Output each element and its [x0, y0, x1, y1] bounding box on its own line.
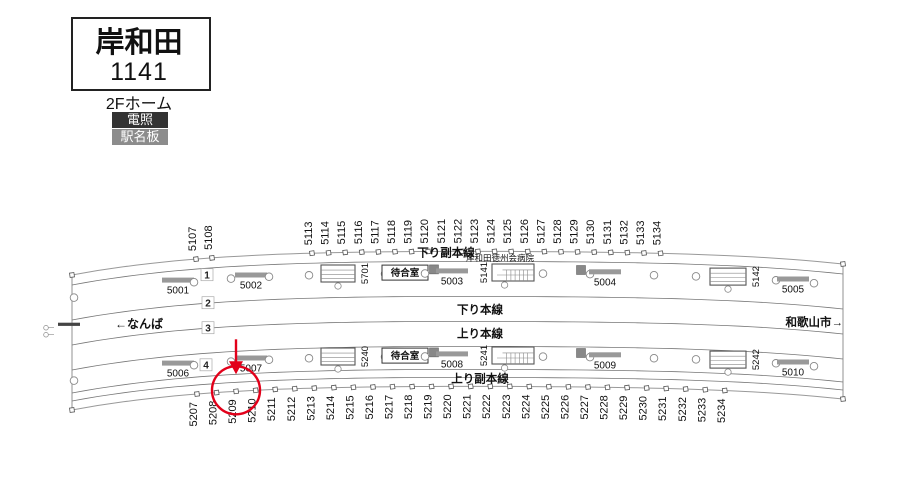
svg-text:5001: 5001	[167, 286, 190, 297]
svg-text:5223: 5223	[501, 394, 513, 418]
svg-text:5006: 5006	[167, 369, 190, 380]
svg-text:5240: 5240	[360, 346, 371, 367]
svg-text:5003: 5003	[441, 276, 464, 287]
svg-text:5224: 5224	[520, 395, 532, 419]
svg-text:5220: 5220	[442, 394, 454, 418]
svg-text:5009: 5009	[594, 360, 617, 371]
svg-text:5010: 5010	[782, 368, 805, 379]
svg-text:5219: 5219	[423, 395, 435, 419]
svg-text:5116: 5116	[353, 220, 365, 244]
svg-text:5212: 5212	[286, 397, 298, 421]
svg-text:5209: 5209	[227, 399, 239, 423]
svg-text:5132: 5132	[618, 220, 630, 244]
svg-text:5133: 5133	[635, 221, 647, 245]
svg-text:3: 3	[205, 323, 211, 334]
svg-text:5120: 5120	[419, 219, 431, 243]
svg-text:待合室: 待合室	[391, 350, 420, 362]
svg-text:5008: 5008	[441, 359, 464, 370]
svg-text:5229: 5229	[618, 396, 630, 420]
svg-text:5214: 5214	[325, 396, 337, 420]
svg-text:5134: 5134	[652, 221, 664, 245]
svg-text:5216: 5216	[364, 395, 376, 419]
svg-text:5142: 5142	[751, 266, 762, 287]
svg-text:上り副本線: 上り副本線	[451, 371, 509, 385]
svg-text:5119: 5119	[403, 220, 415, 244]
svg-text:←なんば: ←なんば	[115, 316, 163, 331]
svg-text:5217: 5217	[384, 395, 396, 419]
svg-text:5115: 5115	[336, 221, 348, 245]
svg-text:上り本線: 上り本線	[457, 326, 503, 340]
svg-text:5127: 5127	[535, 219, 547, 243]
svg-text:5231: 5231	[657, 397, 669, 421]
svg-text:5108: 5108	[203, 225, 215, 249]
svg-text:5211: 5211	[266, 397, 278, 421]
svg-text:5107: 5107	[187, 227, 199, 251]
svg-text:5122: 5122	[452, 219, 464, 243]
svg-text:2: 2	[205, 298, 211, 309]
svg-text:5233: 5233	[696, 398, 708, 422]
svg-text:和歌山市→: 和歌山市→	[786, 315, 844, 329]
svg-text:5222: 5222	[481, 394, 493, 418]
svg-text:5114: 5114	[320, 221, 332, 245]
svg-text:5123: 5123	[469, 219, 481, 243]
svg-text:5117: 5117	[369, 220, 381, 244]
svg-text:5234: 5234	[716, 399, 728, 423]
svg-text:5225: 5225	[540, 395, 552, 419]
svg-text:5126: 5126	[519, 219, 531, 243]
svg-text:5215: 5215	[344, 395, 356, 419]
svg-text:5121: 5121	[436, 219, 448, 243]
svg-text:5207: 5207	[188, 402, 200, 426]
svg-text:5124: 5124	[486, 219, 498, 243]
svg-text:5230: 5230	[638, 396, 650, 420]
svg-text:5002: 5002	[240, 281, 263, 292]
svg-text:5226: 5226	[560, 395, 572, 419]
svg-text:4: 4	[203, 361, 209, 372]
svg-text:5113: 5113	[303, 222, 315, 246]
svg-text:5227: 5227	[579, 395, 591, 419]
svg-text:5241: 5241	[479, 345, 490, 366]
svg-text:待合室: 待合室	[391, 267, 420, 279]
svg-text:5118: 5118	[386, 220, 398, 244]
svg-text:5131: 5131	[602, 220, 614, 244]
svg-text:下り本線: 下り本線	[457, 302, 503, 316]
svg-text:5125: 5125	[502, 219, 514, 243]
svg-text:5218: 5218	[403, 395, 415, 419]
svg-text:5005: 5005	[782, 285, 805, 296]
svg-text:5213: 5213	[305, 396, 317, 420]
svg-text:5128: 5128	[552, 219, 564, 243]
svg-text:5242: 5242	[751, 349, 762, 370]
svg-text:5004: 5004	[594, 277, 617, 288]
svg-text:5701: 5701	[360, 263, 371, 284]
svg-text:5130: 5130	[585, 220, 597, 244]
svg-text:岸和田徳州会病院: 岸和田徳州会病院	[466, 253, 535, 263]
svg-text:5228: 5228	[599, 395, 611, 419]
svg-text:5141: 5141	[479, 262, 490, 283]
svg-text:5221: 5221	[462, 394, 474, 418]
svg-text:1: 1	[204, 270, 210, 281]
svg-text:5232: 5232	[677, 397, 689, 421]
svg-text:5129: 5129	[569, 219, 581, 243]
